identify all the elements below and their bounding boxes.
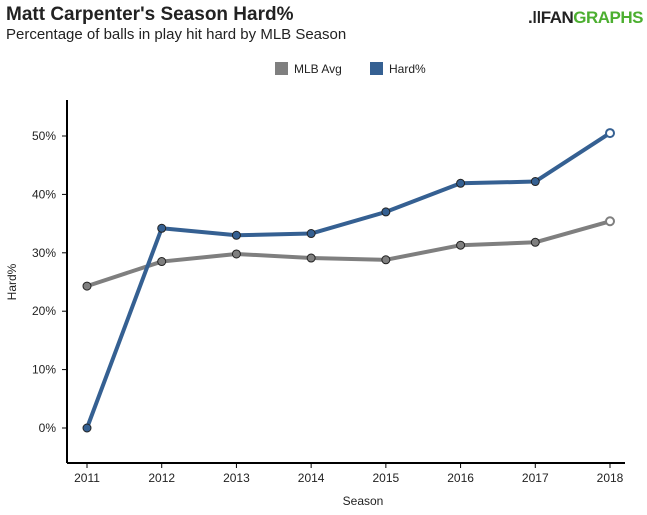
data-point [157, 257, 167, 267]
x-tick-label: 2015 [373, 471, 400, 485]
data-point [157, 223, 167, 233]
data-point [381, 207, 391, 217]
legend-swatch [370, 62, 383, 75]
y-tick-label: 50% [32, 129, 56, 143]
data-point [605, 128, 615, 139]
x-tick-label: 2011 [74, 471, 100, 485]
data-point [82, 281, 92, 291]
y-axis-label: Hard% [5, 263, 19, 300]
data-point [381, 255, 391, 265]
y-tick-label: 20% [32, 304, 56, 318]
legend-swatch [275, 62, 288, 75]
x-tick-label: 2016 [447, 471, 474, 485]
data-point [530, 237, 540, 247]
data-point [306, 253, 316, 263]
fangraphs-logo: .ǀǀFANGRAPHS [528, 8, 643, 27]
y-tick-label: 40% [32, 187, 56, 201]
data-point [306, 229, 316, 239]
series-line-hard [85, 131, 612, 429]
chart-title: Matt Carpenter's Season Hard% [6, 4, 294, 25]
x-tick-label: 2017 [522, 471, 549, 485]
x-axis-label: Season [343, 494, 384, 508]
x-tick-label: 2012 [148, 471, 175, 485]
x-tick-label: 2014 [298, 471, 325, 485]
y-tick-label: 30% [32, 246, 56, 260]
series-line-mlbavg [86, 219, 611, 288]
data-point [456, 178, 466, 188]
legend-label: MLB Avg [294, 62, 342, 76]
data-point [530, 177, 540, 187]
x-tick-label: 2018 [597, 471, 624, 485]
chart-subtitle: Percentage of balls in play hit hard by … [6, 26, 347, 43]
data-point [231, 249, 241, 259]
data-point [82, 423, 92, 433]
data-point [456, 240, 466, 250]
y-tick-label: 0% [39, 421, 57, 435]
legend-label: Hard% [389, 62, 426, 76]
y-tick-label: 10% [32, 363, 56, 377]
x-tick-label: 2013 [223, 471, 250, 485]
data-point [231, 230, 241, 240]
data-point [605, 216, 615, 227]
